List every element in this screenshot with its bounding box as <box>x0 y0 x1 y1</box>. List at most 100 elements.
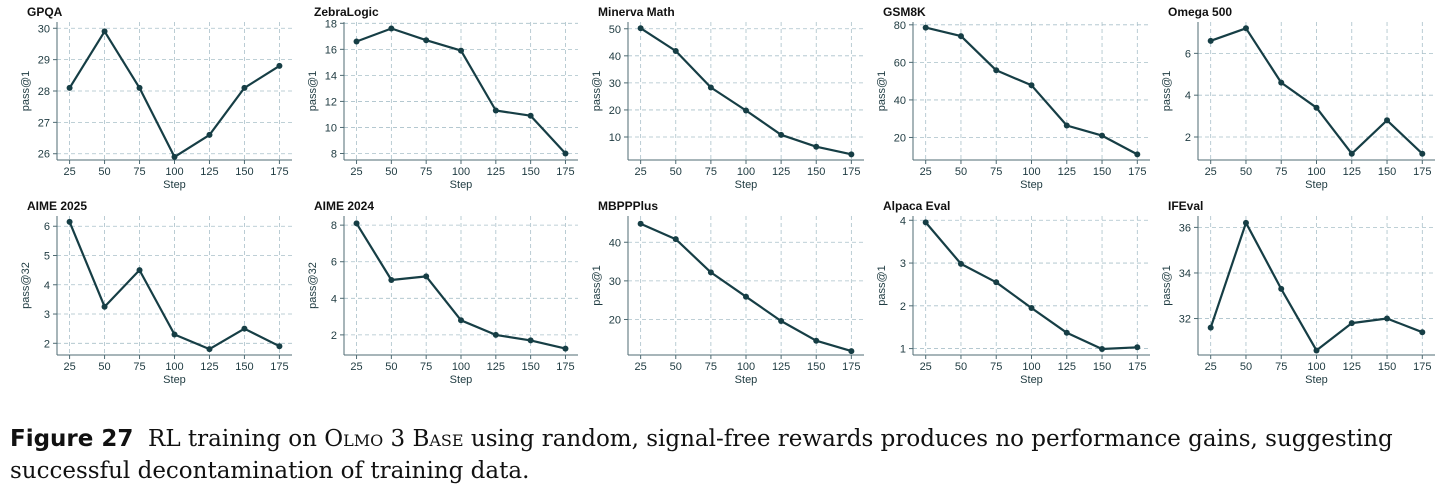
x-tick-label: 175 <box>1128 361 1146 373</box>
y-tick-label: 8 <box>331 220 337 232</box>
x-tick-label: 125 <box>1343 166 1361 178</box>
x-tick-label: 175 <box>270 361 288 373</box>
data-point <box>813 337 820 344</box>
x-tick-label: 75 <box>705 166 717 178</box>
data-point <box>562 150 569 157</box>
y-tick-label: 5 <box>44 251 50 263</box>
data-point <box>101 303 108 310</box>
data-point <box>1028 304 1035 311</box>
x-tick-label: 150 <box>521 361 539 373</box>
x-tick-label: 50 <box>1240 361 1252 373</box>
y-tick-label: 20 <box>894 132 906 144</box>
data-point <box>1348 320 1355 327</box>
x-tick-label: 25 <box>920 361 932 373</box>
chart-title: MBPPPlus <box>598 199 658 213</box>
x-tick-label: 75 <box>133 166 145 178</box>
chart-title: ZebraLogic <box>314 5 379 19</box>
x-tick-label: 125 <box>772 166 790 178</box>
y-tick-label: 3 <box>900 258 906 270</box>
y-tick-label: 10 <box>609 132 621 144</box>
chart-panel-gpqa: 26 27 28 29 30 25 50 75 100 125 150 175 GPQA Step pass… <box>20 5 292 191</box>
x-tick-label: 50 <box>1240 166 1252 178</box>
x-tick-label: 150 <box>1378 361 1396 373</box>
data-point <box>1242 25 1249 32</box>
data-point <box>1419 329 1426 336</box>
x-axis-label: Step <box>450 374 473 386</box>
chart-title: IFEval <box>1168 199 1203 213</box>
data-point <box>458 317 464 324</box>
data-point <box>672 47 679 54</box>
data-point <box>957 260 964 267</box>
y-tick-label: 4 <box>900 215 906 227</box>
x-tick-label: 75 <box>1275 361 1287 373</box>
data-point <box>492 331 499 338</box>
data-point <box>136 267 143 274</box>
x-tick-label: 75 <box>990 361 1002 373</box>
data-point <box>562 345 569 352</box>
x-tick-label: 175 <box>1413 166 1431 178</box>
y-tick-label: 20 <box>609 314 621 326</box>
data-point <box>1419 150 1426 157</box>
y-axis-label: pass@1 <box>591 265 603 306</box>
x-tick-label: 100 <box>737 361 755 373</box>
y-tick-label: 20 <box>609 105 621 117</box>
chart-panel-minerva-math: 10 20 30 40 50 25 50 75 100 125 150 175 Minerva Math… <box>591 5 864 191</box>
x-axis-label: Step <box>735 374 758 386</box>
chart-title: Minerva Math <box>598 5 675 19</box>
y-tick-label: 6 <box>331 257 337 269</box>
data-point <box>171 331 178 338</box>
y-axis-label: pass@1 <box>876 265 888 306</box>
data-point <box>1207 37 1214 44</box>
x-tick-label: 100 <box>452 361 470 373</box>
x-tick-label: 125 <box>487 166 505 178</box>
chart-panel-ifeval: 32 34 36 25 50 75 100 125 150 175 IFEval Step pass@1 <box>1161 199 1435 386</box>
data-point <box>276 62 283 69</box>
data-point <box>743 293 749 300</box>
x-tick-label: 175 <box>842 361 860 373</box>
data-point <box>1278 285 1285 292</box>
data-point <box>1384 315 1391 322</box>
x-tick-label: 25 <box>350 361 362 373</box>
y-tick-label: 80 <box>894 20 906 32</box>
x-tick-label: 100 <box>1307 361 1325 373</box>
x-tick-label: 150 <box>807 166 825 178</box>
x-tick-label: 100 <box>165 361 183 373</box>
data-point <box>527 112 534 119</box>
data-point <box>1348 150 1355 157</box>
data-point <box>1099 132 1106 139</box>
x-axis-label: Step <box>1305 179 1328 191</box>
y-tick-label: 30 <box>609 276 621 288</box>
x-tick-label: 150 <box>235 166 253 178</box>
data-point <box>241 84 248 91</box>
y-tick-label: 10 <box>325 122 337 134</box>
data-point <box>1384 117 1391 124</box>
y-tick-label: 29 <box>38 55 50 67</box>
data-point <box>848 348 855 355</box>
data-point <box>276 343 283 350</box>
x-tick-label: 100 <box>1022 166 1040 178</box>
x-tick-label: 100 <box>1022 361 1040 373</box>
y-tick-label: 30 <box>38 23 50 35</box>
data-point <box>778 318 785 325</box>
y-axis-label: pass@1 <box>876 71 888 112</box>
y-tick-label: 26 <box>38 149 50 161</box>
chart-title: GSM8K <box>883 5 926 19</box>
y-tick-label: 34 <box>1179 268 1191 280</box>
chart-panel-mbppplus: 20 30 40 25 50 75 100 125 150 175 MBPPPlus Step pass… <box>591 199 864 386</box>
data-point <box>1134 344 1141 351</box>
data-point <box>637 220 644 227</box>
x-tick-label: 150 <box>521 166 539 178</box>
chart-panel-aime-2024: 2 4 6 8 25 50 75 100 125 150 175 AIME 2024 Step pass@… <box>307 199 578 386</box>
data-point <box>1134 151 1141 158</box>
x-tick-label: 100 <box>1307 166 1325 178</box>
x-tick-label: 100 <box>165 166 183 178</box>
x-tick-label: 75 <box>420 166 432 178</box>
x-tick-label: 75 <box>1275 166 1287 178</box>
x-tick-label: 50 <box>98 166 110 178</box>
x-axis-label: Step <box>450 179 473 191</box>
x-axis-label: Step <box>735 179 758 191</box>
data-point <box>101 28 108 35</box>
data-point <box>206 346 213 353</box>
x-tick-label: 50 <box>385 361 397 373</box>
x-tick-label: 150 <box>235 361 253 373</box>
